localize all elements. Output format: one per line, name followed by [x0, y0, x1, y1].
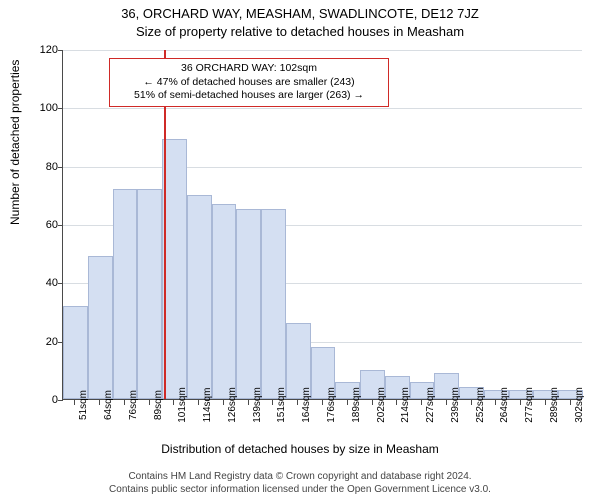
x-tick-mark — [396, 400, 397, 405]
credits-line1: Contains HM Land Registry data © Crown c… — [0, 470, 600, 483]
x-tick-label: 89sqm — [153, 390, 164, 420]
plot-area: 36 ORCHARD WAY: 102sqm← 47% of detached … — [62, 50, 582, 400]
x-tick-mark — [421, 400, 422, 405]
x-tick-label: 51sqm — [78, 390, 89, 420]
x-tick-label: 264sqm — [499, 387, 510, 423]
x-tick-label: 101sqm — [177, 387, 188, 423]
y-tick-mark — [58, 400, 63, 401]
x-tick-label: 289sqm — [549, 387, 560, 423]
y-tick-label: 120 — [28, 44, 58, 56]
x-tick-mark — [124, 400, 125, 405]
y-tick-label: 0 — [28, 394, 58, 406]
x-tick-label: 126sqm — [227, 387, 238, 423]
x-tick-label: 277sqm — [524, 387, 535, 423]
y-tick-mark — [58, 108, 63, 109]
x-tick-mark — [272, 400, 273, 405]
x-tick-label: 76sqm — [128, 390, 139, 420]
y-axis-label: Number of detached properties — [8, 60, 22, 225]
annotation-line: 51% of semi-detached houses are larger (… — [116, 89, 382, 103]
histogram-bar — [113, 189, 138, 399]
gridline — [63, 50, 582, 51]
x-tick-label: 164sqm — [301, 387, 312, 423]
x-tick-label: 227sqm — [425, 387, 436, 423]
y-tick-label: 80 — [28, 161, 58, 173]
chart-container: 36, ORCHARD WAY, MEASHAM, SWADLINCOTE, D… — [0, 0, 600, 500]
y-tick-label: 100 — [28, 102, 58, 114]
histogram-bar — [137, 189, 162, 399]
x-tick-mark — [545, 400, 546, 405]
histogram-bar — [187, 195, 212, 399]
x-tick-label: 252sqm — [475, 387, 486, 423]
annotation-line: ← 47% of detached houses are smaller (24… — [116, 76, 382, 90]
histogram-bar — [236, 209, 261, 399]
x-tick-mark — [495, 400, 496, 405]
y-tick-label: 40 — [28, 277, 58, 289]
x-tick-label: 239sqm — [450, 387, 461, 423]
credits: Contains HM Land Registry data © Crown c… — [0, 470, 600, 496]
histogram-bar — [88, 256, 113, 399]
annotation-line: 36 ORCHARD WAY: 102sqm — [116, 62, 382, 76]
histogram-bar — [261, 209, 286, 399]
x-tick-label: 202sqm — [376, 387, 387, 423]
x-tick-mark — [198, 400, 199, 405]
title-line2: Size of property relative to detached ho… — [0, 24, 600, 39]
x-tick-mark — [248, 400, 249, 405]
credits-line2: Contains public sector information licen… — [0, 483, 600, 496]
x-tick-label: 151sqm — [276, 387, 287, 423]
x-tick-mark — [322, 400, 323, 405]
x-tick-mark — [471, 400, 472, 405]
y-tick-mark — [58, 50, 63, 51]
gridline — [63, 167, 582, 168]
x-tick-label: 64sqm — [103, 390, 114, 420]
x-tick-mark — [372, 400, 373, 405]
x-tick-label: 176sqm — [326, 387, 337, 423]
y-tick-mark — [58, 283, 63, 284]
y-tick-label: 20 — [28, 336, 58, 348]
histogram-bar — [212, 204, 237, 399]
histogram-bar — [63, 306, 88, 399]
title-line1: 36, ORCHARD WAY, MEASHAM, SWADLINCOTE, D… — [0, 6, 600, 21]
x-tick-mark — [173, 400, 174, 405]
y-tick-mark — [58, 225, 63, 226]
x-tick-label: 302sqm — [574, 387, 585, 423]
x-tick-label: 139sqm — [252, 387, 263, 423]
x-tick-mark — [223, 400, 224, 405]
property-annotation: 36 ORCHARD WAY: 102sqm← 47% of detached … — [109, 58, 389, 107]
x-tick-mark — [74, 400, 75, 405]
x-tick-mark — [149, 400, 150, 405]
x-tick-mark — [347, 400, 348, 405]
x-tick-mark — [570, 400, 571, 405]
gridline — [63, 108, 582, 109]
x-tick-mark — [99, 400, 100, 405]
y-tick-mark — [58, 167, 63, 168]
x-tick-label: 114sqm — [202, 388, 213, 423]
x-axis-label: Distribution of detached houses by size … — [0, 442, 600, 456]
y-tick-label: 60 — [28, 219, 58, 231]
x-tick-label: 189sqm — [351, 387, 362, 423]
x-tick-mark — [446, 400, 447, 405]
x-tick-mark — [297, 400, 298, 405]
x-tick-mark — [520, 400, 521, 405]
x-tick-label: 214sqm — [400, 387, 411, 423]
